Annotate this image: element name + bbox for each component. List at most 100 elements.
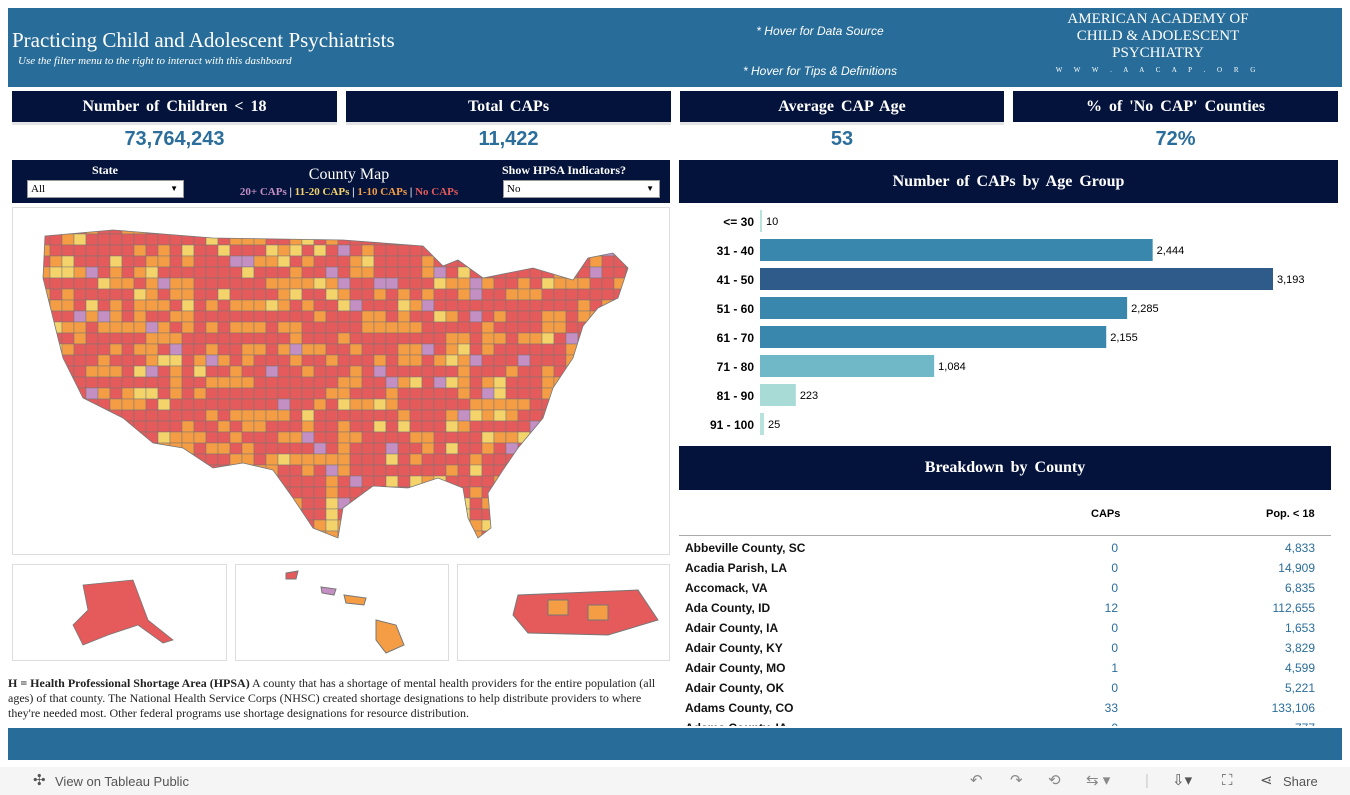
- county-shape[interactable]: [73, 277, 87, 290]
- county-shape[interactable]: [73, 365, 87, 378]
- county-shape[interactable]: [397, 354, 411, 367]
- county-shape[interactable]: [589, 442, 603, 455]
- county-shape[interactable]: [469, 508, 483, 521]
- county-shape[interactable]: [505, 387, 519, 400]
- county-shape[interactable]: [349, 376, 363, 389]
- county-shape[interactable]: [469, 420, 483, 433]
- county-shape[interactable]: [565, 266, 579, 279]
- county-shape[interactable]: [217, 288, 231, 301]
- county-shape[interactable]: [445, 223, 459, 235]
- county-shape[interactable]: [241, 508, 255, 521]
- county-shape[interactable]: [109, 277, 123, 290]
- county-shape[interactable]: [565, 453, 579, 466]
- county-shape[interactable]: [601, 343, 615, 356]
- county-shape[interactable]: [613, 288, 627, 301]
- county-shape[interactable]: [469, 387, 483, 400]
- county-shape[interactable]: [241, 288, 255, 301]
- county-shape[interactable]: [193, 223, 207, 235]
- county-shape[interactable]: [541, 310, 555, 323]
- county-shape[interactable]: [385, 453, 399, 466]
- county-shape[interactable]: [589, 299, 603, 312]
- county-shape[interactable]: [409, 508, 423, 521]
- county-shape[interactable]: [361, 343, 375, 356]
- county-shape[interactable]: [505, 321, 519, 334]
- county-shape[interactable]: [493, 244, 507, 257]
- county-shape[interactable]: [529, 299, 543, 312]
- county-shape[interactable]: [517, 497, 531, 510]
- county-shape[interactable]: [349, 343, 363, 356]
- county-shape[interactable]: [133, 277, 147, 290]
- county-shape[interactable]: [157, 508, 171, 521]
- county-shape[interactable]: [553, 223, 567, 235]
- county-shape[interactable]: [409, 376, 423, 389]
- county-shape[interactable]: [577, 332, 591, 345]
- county-shape[interactable]: [61, 321, 75, 334]
- county-shape[interactable]: [193, 255, 207, 268]
- county-shape[interactable]: [229, 310, 243, 323]
- county-shape[interactable]: [433, 354, 447, 367]
- county-shape[interactable]: [61, 277, 75, 290]
- county-shape[interactable]: [121, 530, 135, 542]
- county-shape[interactable]: [361, 387, 375, 400]
- county-shape[interactable]: [445, 431, 459, 444]
- county-shape[interactable]: [121, 508, 135, 521]
- county-shape[interactable]: [277, 431, 291, 444]
- county-shape[interactable]: [85, 508, 99, 521]
- county-shape[interactable]: [97, 299, 111, 312]
- county-shape[interactable]: [529, 310, 543, 323]
- county-shape[interactable]: [409, 387, 423, 400]
- county-shape[interactable]: [253, 365, 267, 378]
- county-shape[interactable]: [241, 223, 255, 235]
- county-shape[interactable]: [61, 442, 75, 455]
- county-shape[interactable]: [169, 376, 183, 389]
- county-shape[interactable]: [553, 519, 567, 532]
- county-shape[interactable]: [277, 332, 291, 345]
- county-shape[interactable]: [625, 453, 638, 466]
- county-shape[interactable]: [145, 409, 159, 422]
- download-icon[interactable]: ⇩▾: [1172, 772, 1193, 789]
- county-shape[interactable]: [494, 542, 506, 553]
- county-shape[interactable]: [421, 508, 435, 521]
- county-shape[interactable]: [457, 376, 471, 389]
- county-shape[interactable]: [601, 255, 615, 268]
- county-shape[interactable]: [373, 508, 387, 521]
- county-shape[interactable]: [109, 299, 123, 312]
- county-shape[interactable]: [169, 365, 183, 378]
- county-shape[interactable]: [277, 519, 291, 532]
- county-shape[interactable]: [49, 365, 63, 378]
- county-shape[interactable]: [589, 310, 603, 323]
- county-shape[interactable]: [530, 542, 542, 553]
- county-shape[interactable]: [313, 354, 327, 367]
- county-shape[interactable]: [277, 365, 291, 378]
- county-shape[interactable]: [409, 354, 423, 367]
- county-shape[interactable]: [289, 255, 303, 268]
- county-shape[interactable]: [601, 420, 615, 433]
- county-shape[interactable]: [373, 530, 387, 542]
- county-shape[interactable]: [589, 277, 603, 290]
- county-shape[interactable]: [433, 332, 447, 345]
- county-shape[interactable]: [565, 354, 579, 367]
- county-shape[interactable]: [181, 277, 195, 290]
- county-shape[interactable]: [493, 255, 507, 268]
- county-shape[interactable]: [589, 464, 603, 477]
- county-shape[interactable]: [217, 321, 231, 334]
- county-shape[interactable]: [445, 310, 459, 323]
- county-shape[interactable]: [421, 321, 435, 334]
- county-shape[interactable]: [157, 409, 171, 422]
- state-dropdown[interactable]: All ▼: [27, 180, 184, 198]
- county-shape[interactable]: [625, 486, 638, 499]
- county-shape[interactable]: [157, 244, 171, 257]
- county-shape[interactable]: [445, 332, 459, 345]
- county-shape[interactable]: [445, 354, 459, 367]
- county-shape[interactable]: [277, 387, 291, 400]
- county-shape[interactable]: [493, 343, 507, 356]
- county-shape[interactable]: [61, 486, 75, 499]
- county-shape[interactable]: [265, 387, 279, 400]
- county-shape[interactable]: [97, 376, 111, 389]
- county-shape[interactable]: [229, 420, 243, 433]
- county-shape[interactable]: [169, 508, 183, 521]
- county-shape[interactable]: [361, 321, 375, 334]
- county-shape[interactable]: [217, 277, 231, 290]
- county-shape[interactable]: [229, 223, 243, 235]
- county-shape[interactable]: [541, 398, 555, 411]
